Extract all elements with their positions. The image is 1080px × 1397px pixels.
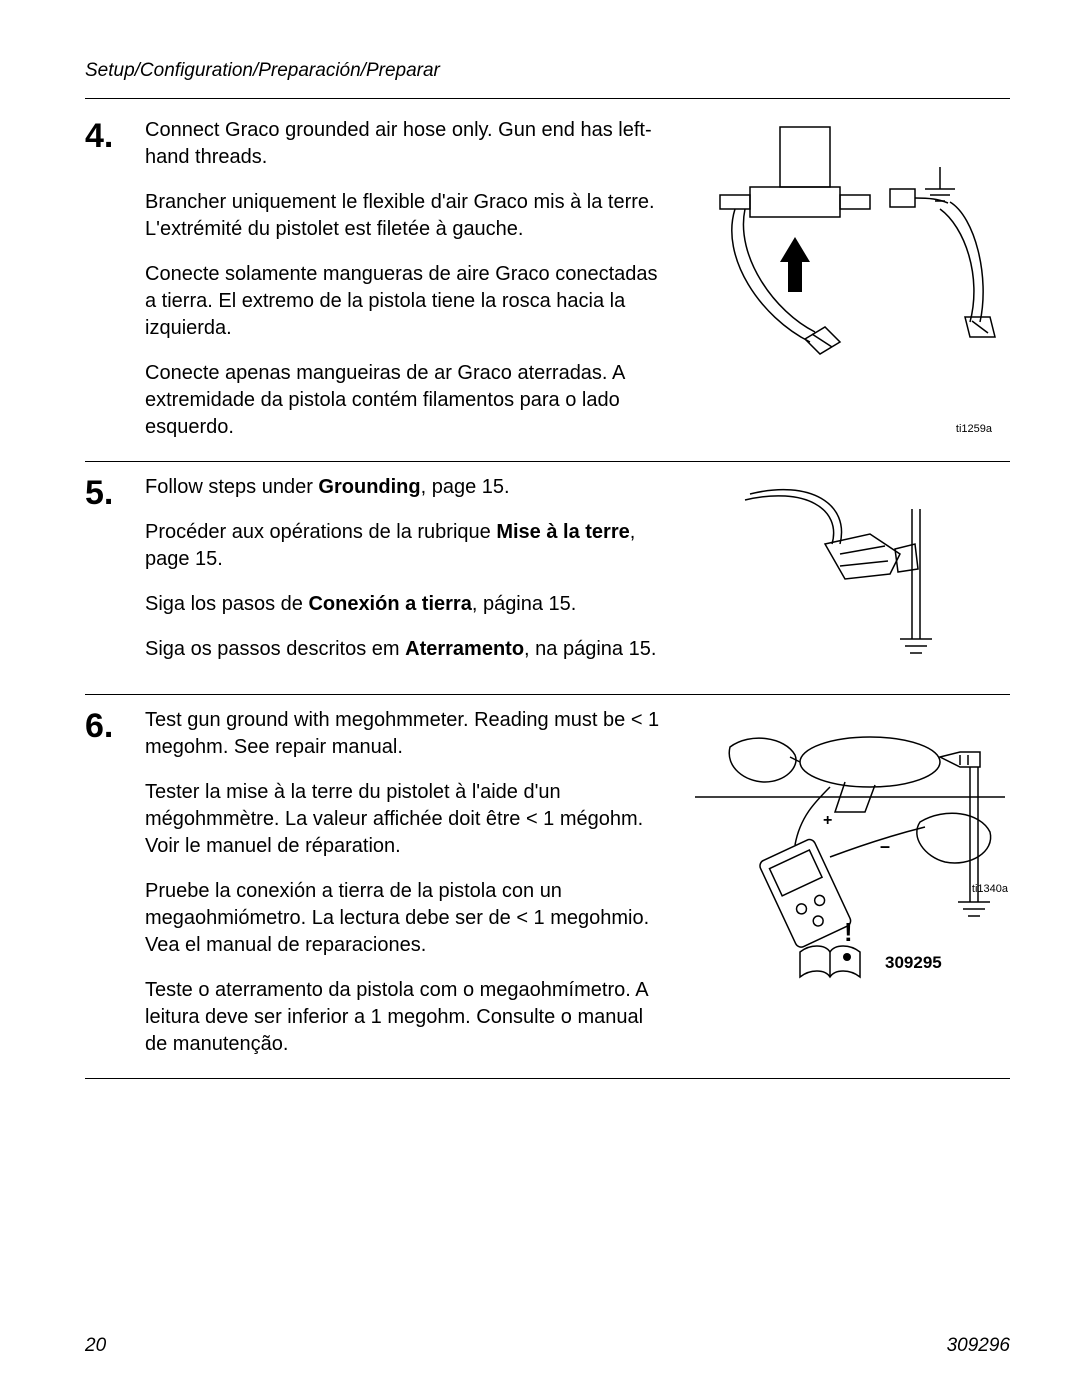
steps-list: 4. Connect Graco grounded air hose only.… — [85, 105, 1010, 1079]
step-para: Teste o aterramento da pistola com o meg… — [145, 977, 670, 1058]
step-number: 4. — [85, 117, 145, 441]
svg-text:+: + — [823, 812, 832, 829]
step-number: 6. — [85, 707, 145, 1058]
step-para: Follow steps under Grounding, page 15. — [145, 474, 670, 501]
figure-label: ti1340a — [972, 883, 1008, 895]
top-divider — [85, 98, 1010, 99]
step-para: Brancher uniquement le flexible d'air Gr… — [145, 189, 670, 243]
manual-reference: 309295 — [885, 953, 942, 973]
step-body: Test gun ground with megohmmeter. Readin… — [145, 707, 690, 1058]
step-para: Siga os passos descritos em Aterramento,… — [145, 636, 670, 663]
page-number: 20 — [85, 1335, 106, 1357]
step-para: Tester la mise à la terre du pistolet à … — [145, 779, 670, 860]
step-number: 5. — [85, 474, 145, 674]
air-hose-diagram-icon — [690, 117, 1010, 377]
step-body: Connect Graco grounded air hose only. Gu… — [145, 117, 690, 441]
step-body: Follow steps under Grounding, page 15. P… — [145, 474, 690, 674]
step-para: Pruebe la conexión a tierra de la pistol… — [145, 878, 670, 959]
step-para: Test gun ground with megohmmeter. Readin… — [145, 707, 670, 761]
doc-number: 309296 — [947, 1335, 1010, 1357]
step-para: Connect Graco grounded air hose only. Gu… — [145, 117, 670, 171]
figure-label: ti1259a — [956, 423, 992, 435]
page-header: Setup/Configuration/Preparación/Preparar — [85, 60, 1010, 82]
svg-text:–: – — [880, 836, 890, 856]
page-footer: 20 309296 — [85, 1335, 1010, 1357]
step-para: Procéder aux opérations de la rubrique M… — [145, 519, 670, 573]
step-5: 5. Follow steps under Grounding, page 15… — [85, 462, 1010, 695]
figure-grounding — [690, 474, 1010, 674]
megohmmeter-diagram-icon: + – ! — [690, 707, 1010, 1007]
step-para: Conecte apenas mangueiras de ar Graco at… — [145, 360, 670, 441]
figure-megohmmeter: + – ! ti1340a 309295 — [690, 707, 1010, 1007]
page: Setup/Configuration/Preparación/Preparar… — [0, 0, 1080, 1397]
figure-air-hose: ti1259a — [690, 117, 1010, 441]
grounding-diagram-icon — [690, 474, 1010, 674]
svg-text:!: ! — [844, 917, 853, 947]
step-para: Siga los pasos de Conexión a tierra, pág… — [145, 591, 670, 618]
step-para: Conecte solamente mangueras de aire Grac… — [145, 261, 670, 342]
step-4: 4. Connect Graco grounded air hose only.… — [85, 105, 1010, 462]
step-6: 6. Test gun ground with megohmmeter. Rea… — [85, 695, 1010, 1079]
